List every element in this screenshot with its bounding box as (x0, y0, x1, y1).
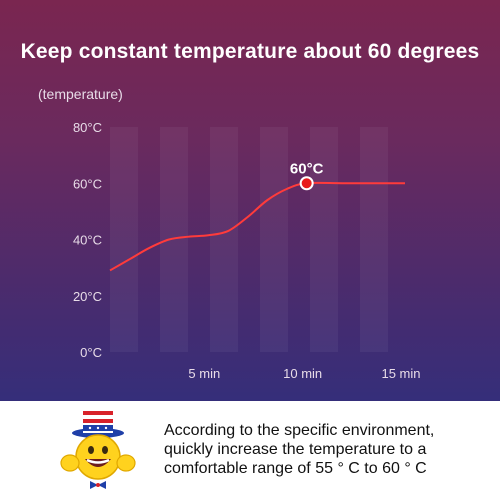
y-tick-label: 0°C (80, 345, 102, 360)
grid-band (310, 127, 338, 352)
highlight-marker (299, 176, 314, 191)
grid-band (160, 127, 188, 352)
chart-title: Keep constant temperature about 60 degre… (20, 40, 480, 63)
line-chart: 0°C 20°C 40°C 60°C 80°C 5 min 10 min 15 min 60°C (73, 120, 421, 381)
x-tick-label: 15 min (381, 366, 420, 381)
highlight-label: 60°C (290, 160, 324, 177)
grid-band (360, 127, 388, 352)
grid-band (260, 127, 288, 352)
x-tick-label: 5 min (188, 366, 220, 381)
grid-band (210, 127, 238, 352)
description-text: According to the specific environment, q… (164, 422, 435, 477)
y-tick-label: 40°C (73, 233, 102, 248)
y-tick-label: 60°C (73, 176, 102, 191)
x-tick-label: 10 min (283, 366, 322, 381)
chart-panel: Keep constant temperature about 60 degre… (0, 0, 500, 401)
y-axis-label: (temperature) (38, 86, 123, 102)
grid-band (110, 127, 138, 352)
y-tick-label: 20°C (73, 289, 102, 304)
uncle-sam-emoji-icon (56, 405, 140, 500)
y-tick-label: 80°C (73, 120, 102, 135)
